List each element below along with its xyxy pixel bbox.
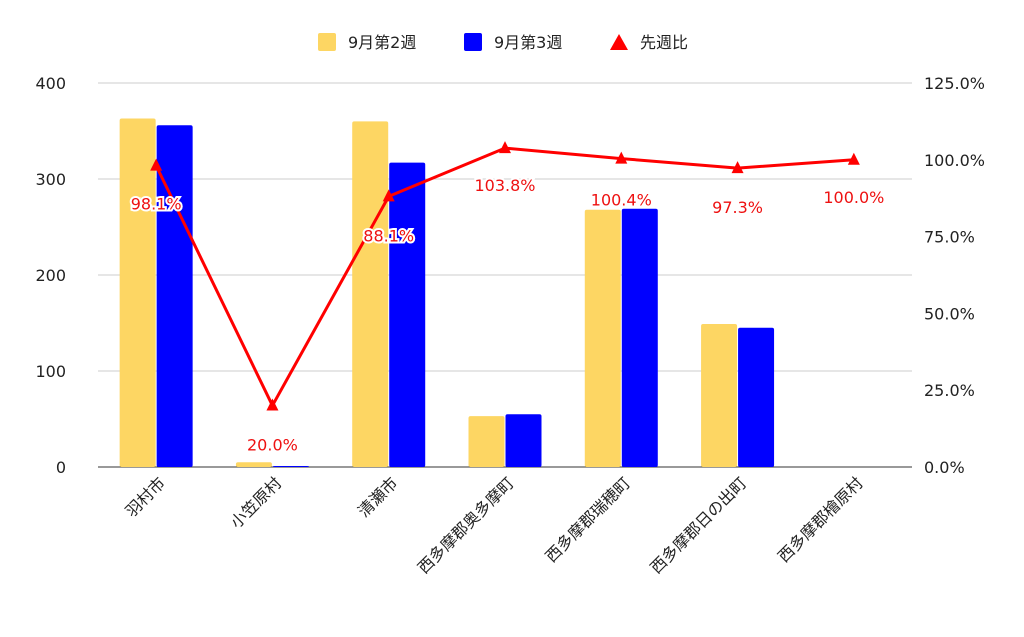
- category-label: 西多摩郡檜原村: [774, 473, 867, 566]
- left-tick-label: 100: [35, 362, 66, 381]
- data-labels: 98.1% 20.0% 88.1% 103.8% 100.4% 97.3% 100.0%: [129, 174, 887, 456]
- left-tick-label: 0: [56, 458, 66, 477]
- legend-swatch: [318, 33, 336, 51]
- bars: [119, 118, 775, 468]
- legend-label: 9月第3週: [494, 33, 562, 52]
- ratio-point: [615, 151, 628, 164]
- right-axis-ticks: 0.0% 25.0% 50.0% 75.0% 100.0% 125.0%: [924, 74, 985, 477]
- category-label: 小笠原村: [227, 473, 286, 532]
- bar-week2: [701, 323, 738, 467]
- right-tick-label: 100.0%: [924, 151, 985, 170]
- ratio-label: 88.1%: [363, 226, 414, 245]
- ratio-line: [150, 141, 860, 411]
- bar-week3: [389, 162, 426, 467]
- ratio-point: [382, 189, 395, 202]
- right-tick-label: 50.0%: [924, 304, 975, 323]
- ratio-point: [150, 158, 163, 171]
- legend-swatch: [464, 33, 482, 51]
- legend-label: 9月第2週: [348, 33, 416, 52]
- left-tick-label: 400: [35, 74, 66, 93]
- category-label: 羽村市: [122, 473, 169, 520]
- bar-week3: [272, 466, 309, 467]
- ratio-label: 100.0%: [823, 188, 884, 207]
- bar-week3: [505, 414, 542, 467]
- ratio-point: [847, 152, 860, 165]
- right-tick-label: 0.0%: [924, 458, 965, 477]
- bar-week3: [156, 125, 193, 468]
- right-tick-label: 25.0%: [924, 381, 975, 400]
- left-axis-ticks: 0 100 200 300 400: [35, 74, 66, 477]
- category-label: 西多摩郡瑞穂町: [541, 473, 634, 566]
- legend-swatch: [610, 34, 628, 50]
- ratio-point: [499, 141, 511, 154]
- category-labels: 羽村市 小笠原村 清瀬市 西多摩郡奥多摩町 西多摩郡瑞穂町 西多摩郡日の出町 西多摩郡檜原村: [122, 473, 867, 577]
- ratio-label: 103.8%: [474, 176, 535, 195]
- left-tick-label: 300: [35, 170, 66, 189]
- right-tick-label: 125.0%: [924, 74, 985, 93]
- bar-week2: [119, 118, 156, 468]
- ratio-point: [266, 398, 279, 411]
- bar-week3: [621, 208, 658, 467]
- bar-week3: [738, 327, 775, 467]
- ratio-point: [731, 161, 744, 174]
- legend-label: 先週比: [640, 33, 688, 52]
- ratio-label: 20.0%: [247, 436, 298, 455]
- bar-week2: [352, 121, 389, 468]
- bar-week2: [468, 416, 505, 467]
- ratio-label: 98.1%: [131, 195, 182, 214]
- category-label: 西多摩郡奥多摩町: [414, 473, 518, 577]
- left-tick-label: 200: [35, 266, 66, 285]
- gridlines: [98, 82, 912, 468]
- legend: 9月第2週 9月第3週 先週比: [318, 33, 688, 52]
- right-tick-label: 75.0%: [924, 228, 975, 247]
- bar-week2: [235, 462, 272, 467]
- ratio-label: 100.4%: [591, 191, 652, 210]
- category-label: 西多摩郡日の出町: [646, 473, 750, 577]
- ratio-label: 97.3%: [712, 198, 763, 217]
- category-label: 清瀬市: [354, 473, 401, 520]
- bar-week2: [584, 209, 621, 467]
